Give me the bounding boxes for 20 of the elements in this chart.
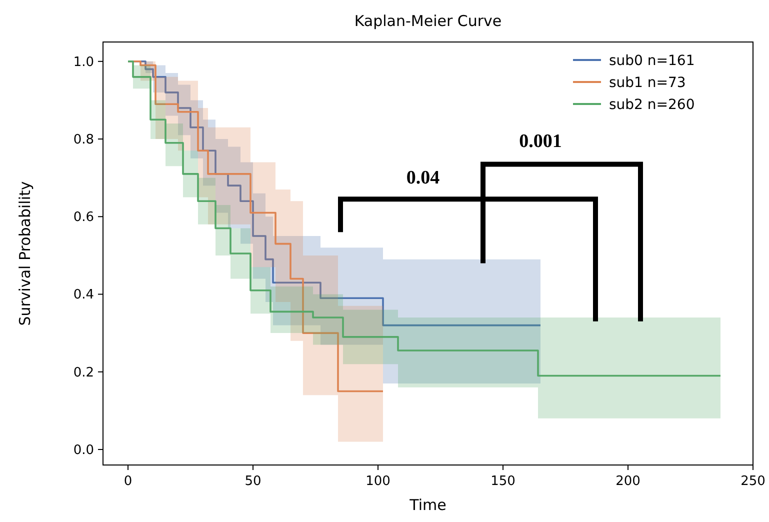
y-tick-label: 0.2	[73, 365, 94, 380]
y-axis-title: Survival Probability	[16, 181, 34, 326]
x-tick-label: 0	[124, 474, 132, 489]
x-tick-label: 50	[244, 474, 262, 489]
y-tick-label: 0.4	[73, 288, 94, 303]
x-axis-title: Time	[408, 496, 446, 514]
legend-label: sub1 n=73	[609, 75, 686, 91]
y-tick-label: 0.0	[73, 442, 94, 458]
legend-label: sub0 n=161	[609, 53, 695, 69]
x-tick-label: 100	[366, 474, 390, 489]
annotation: 0.04	[406, 168, 440, 189]
x-tick-label: 200	[616, 474, 640, 489]
chart-title: Kaplan-Meier Curve	[354, 12, 502, 30]
annotation: 0.001	[519, 130, 562, 152]
y-tick-label: 1.0	[73, 54, 94, 70]
y-tick-label: 0.8	[73, 132, 94, 148]
x-tick-label: 150	[490, 474, 516, 489]
x-tick-label: 250	[740, 474, 766, 489]
y-tick-label: 0.6	[73, 210, 94, 226]
legend-label: sub2 n=260	[609, 97, 695, 113]
